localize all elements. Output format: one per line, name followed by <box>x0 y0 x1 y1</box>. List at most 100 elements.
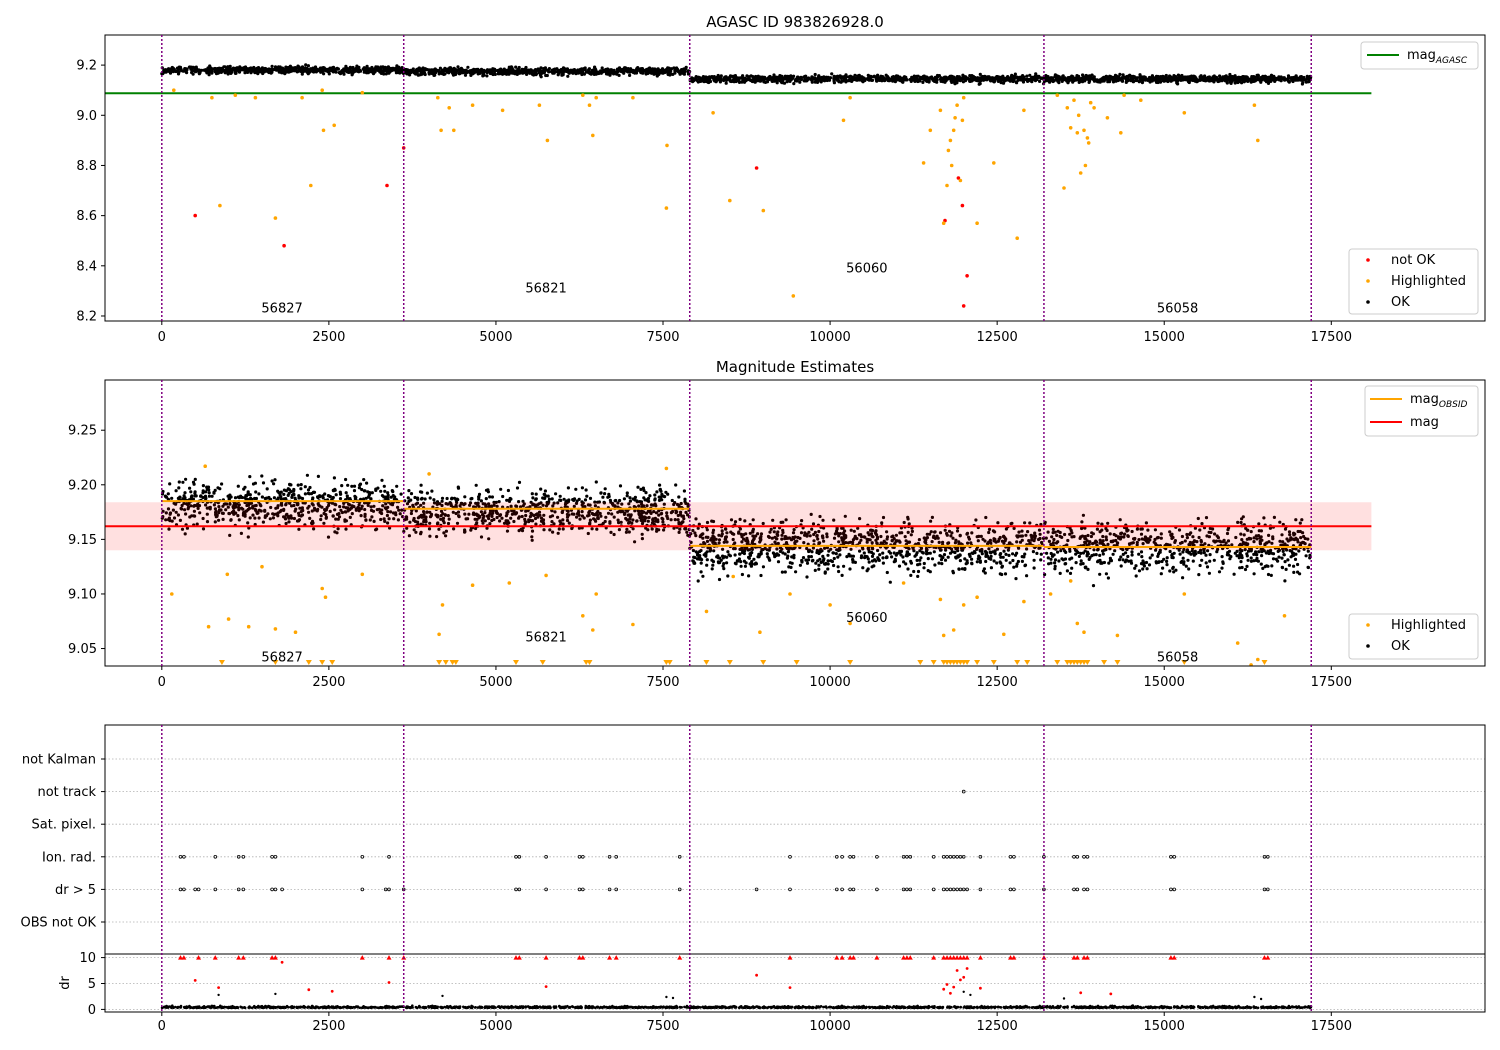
p1-ok-point <box>1210 77 1214 81</box>
p1-ok-point <box>813 72 817 77</box>
p1-ok-point <box>1014 75 1018 79</box>
p1-ok-point <box>827 78 832 82</box>
p2-ok-point <box>289 514 293 518</box>
p2-ok-point <box>463 495 467 499</box>
p1-ok-point <box>871 75 875 79</box>
p1-ok-point <box>1199 74 1203 78</box>
p2-ok-point <box>592 517 596 521</box>
p2-ok-point <box>384 502 388 506</box>
p1-ok-point <box>169 67 173 71</box>
p1-ok-point <box>500 72 505 76</box>
panel1-legend-mag-agasc[interactable]: magAGASC <box>1360 41 1479 70</box>
p2-ok-point <box>319 514 323 518</box>
p1-ok-point <box>1207 75 1211 79</box>
panel1-legend-status[interactable]: not OK Highlighted OK <box>1348 248 1479 315</box>
p2-ok-point <box>213 507 217 511</box>
p2-ok-point <box>466 517 470 521</box>
p2-ok-point <box>483 510 487 515</box>
p2-ok-point <box>624 530 629 534</box>
p2-ok-point <box>280 503 284 507</box>
p2-ok-point <box>562 497 566 501</box>
p2-ok-point <box>170 519 174 523</box>
p2-ok-point <box>680 514 684 518</box>
p1-ok-point <box>686 72 691 76</box>
p2-ok-point <box>422 520 426 524</box>
p2-ok-point <box>458 504 462 508</box>
p2-ok-point <box>542 528 546 532</box>
p2-ok-point <box>558 519 562 523</box>
p1-highlighted-point <box>210 95 214 100</box>
p1-ok-point <box>762 80 766 84</box>
p2-ok-point <box>398 512 402 516</box>
p1-not-ok-point <box>282 243 286 248</box>
p2-ok-point <box>257 516 261 520</box>
p1-ok-point <box>912 74 916 78</box>
p1-ok-point <box>794 78 798 82</box>
p1-ok-point <box>1224 74 1228 78</box>
p1-ok-point <box>840 79 844 83</box>
p1-ok-point <box>355 69 359 73</box>
p2-ok-point <box>216 486 220 490</box>
p1-ok-point <box>1151 77 1155 81</box>
p2-ok-point <box>1283 527 1288 531</box>
p1-ok-point <box>786 75 790 79</box>
p1-ok-point <box>649 67 654 71</box>
p1-ok-point <box>415 68 419 72</box>
p1-ytick-label: 8.6 <box>76 209 97 224</box>
p1-ok-point <box>326 67 330 71</box>
p2-ok-point <box>517 480 522 484</box>
p1-ok-point <box>574 69 578 73</box>
p2-ok-point <box>331 514 335 518</box>
p2-ok-point <box>548 515 553 519</box>
p1-ok-point <box>772 73 776 77</box>
p2-ok-point <box>405 526 409 530</box>
p1-xtick-label: 7500 <box>646 330 679 345</box>
p1-ok-point <box>311 69 315 74</box>
p2-ok-point <box>597 500 602 504</box>
p1-ok-point <box>1050 76 1054 80</box>
p2-ok-point <box>332 476 336 480</box>
p2-ok-point <box>346 509 350 513</box>
p2-ok-point <box>551 504 555 508</box>
p2-ok-point <box>424 520 428 524</box>
p2-ok-point <box>263 496 267 501</box>
p2-ok-point <box>287 491 291 495</box>
p2-ok-point <box>395 484 399 488</box>
p2-ok-point <box>340 510 344 515</box>
p2-ok-point <box>338 490 342 494</box>
p1-ok-point <box>229 70 233 74</box>
p1-ok-point <box>1187 75 1191 79</box>
p2-ok-point <box>468 503 472 507</box>
p1-highlighted-point <box>761 208 766 213</box>
p2-ok-point <box>237 518 241 522</box>
p2-ok-point <box>637 512 641 516</box>
p2-ok-point <box>192 509 196 513</box>
p1-ok-point <box>809 77 813 82</box>
panel1-title: AGASC ID 983826928.0 <box>706 13 884 31</box>
p2-ok-point <box>182 501 186 505</box>
p2-ok-point <box>378 510 382 514</box>
p1-ok-point <box>1162 75 1166 79</box>
p1-highlighted-point <box>1105 116 1110 120</box>
p2-ok-point <box>1119 564 1123 568</box>
p1-ok-point <box>1187 80 1191 85</box>
obs-label: 56821 <box>525 281 566 296</box>
p1-ok-point <box>516 67 521 71</box>
p2-ok-point <box>640 532 644 536</box>
p2-ok-point <box>661 520 665 524</box>
p2-ok-point <box>247 506 252 510</box>
p2-ok-point <box>243 514 247 518</box>
p1-ok-point <box>1156 79 1160 84</box>
p2-ok-point <box>580 514 585 518</box>
p1-ok-point <box>627 69 631 74</box>
p1-ok-point <box>466 65 470 69</box>
p2-ok-point <box>666 516 670 521</box>
p2-ok-point <box>640 518 644 522</box>
p2-ok-point <box>637 504 641 508</box>
p1-ok-point <box>193 69 197 73</box>
p2-ok-point <box>610 502 615 506</box>
p1-ok-point <box>826 75 830 79</box>
p1-highlighted-point <box>1182 111 1187 115</box>
p1-ok-point <box>1278 77 1282 81</box>
p2-ok-point <box>606 511 611 515</box>
